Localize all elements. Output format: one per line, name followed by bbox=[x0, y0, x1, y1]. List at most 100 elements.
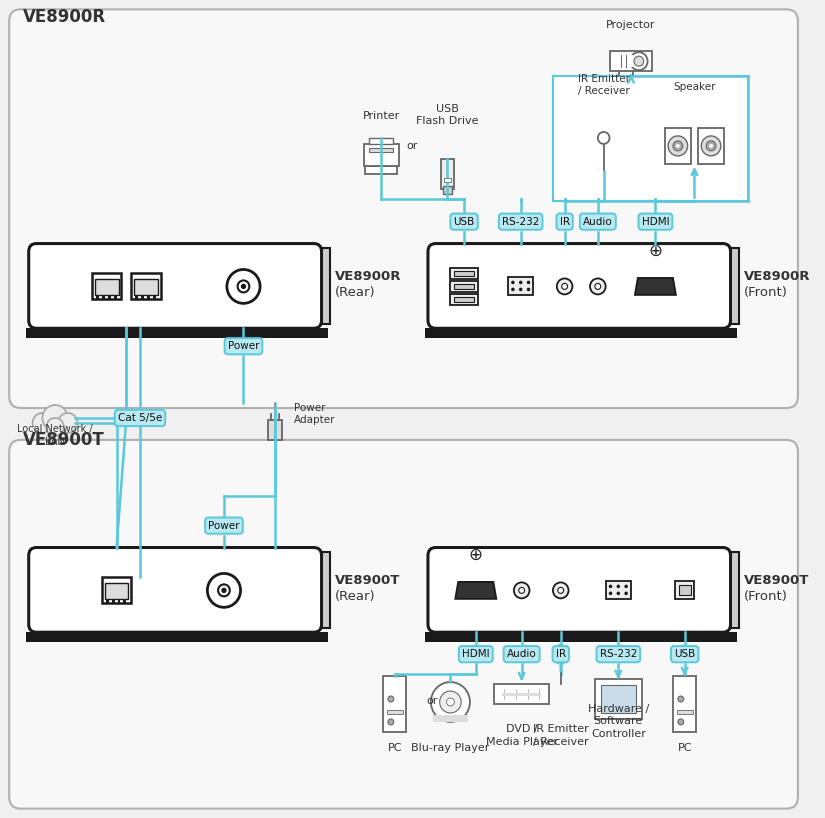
Bar bbox=[387, 710, 403, 714]
Text: DVD /
Media Player: DVD / Media Player bbox=[486, 725, 558, 747]
Circle shape bbox=[440, 691, 461, 713]
Bar bbox=[26, 328, 328, 338]
Text: or: or bbox=[407, 141, 418, 151]
Bar bbox=[147, 295, 150, 299]
Bar bbox=[383, 676, 407, 732]
Circle shape bbox=[590, 278, 606, 294]
Bar bbox=[502, 693, 541, 696]
Text: (Front): (Front) bbox=[744, 285, 788, 299]
Bar bbox=[553, 76, 748, 200]
Bar bbox=[105, 583, 129, 600]
Circle shape bbox=[634, 56, 644, 66]
Bar bbox=[676, 710, 692, 714]
Text: RS-232: RS-232 bbox=[502, 217, 540, 227]
Circle shape bbox=[512, 281, 515, 284]
Circle shape bbox=[616, 591, 620, 596]
Bar bbox=[114, 295, 116, 299]
Bar bbox=[455, 285, 474, 290]
Bar bbox=[450, 294, 478, 305]
Text: ⊕: ⊕ bbox=[469, 546, 483, 564]
Bar bbox=[370, 138, 393, 144]
Text: IR: IR bbox=[556, 649, 566, 659]
Circle shape bbox=[555, 645, 567, 657]
Bar bbox=[364, 144, 398, 166]
Circle shape bbox=[446, 698, 455, 706]
FancyBboxPatch shape bbox=[9, 440, 798, 809]
Bar bbox=[108, 295, 111, 299]
Text: Audio: Audio bbox=[583, 217, 613, 227]
FancyBboxPatch shape bbox=[428, 244, 731, 328]
Circle shape bbox=[526, 288, 530, 291]
Circle shape bbox=[558, 587, 563, 593]
Circle shape bbox=[673, 141, 683, 151]
Bar bbox=[675, 582, 695, 600]
Circle shape bbox=[431, 682, 470, 722]
Text: IR Emitter
/ Receiver: IR Emitter / Receiver bbox=[533, 725, 588, 747]
Bar bbox=[665, 128, 691, 164]
Circle shape bbox=[512, 288, 515, 291]
Text: Power: Power bbox=[228, 341, 259, 351]
Bar bbox=[442, 186, 452, 194]
Circle shape bbox=[526, 281, 530, 284]
Text: (Rear): (Rear) bbox=[335, 590, 376, 603]
Text: RS-232: RS-232 bbox=[600, 649, 637, 659]
Circle shape bbox=[562, 283, 568, 290]
Circle shape bbox=[609, 585, 612, 588]
Circle shape bbox=[598, 132, 610, 144]
Text: VE8900R: VE8900R bbox=[335, 270, 402, 283]
Bar bbox=[731, 551, 739, 628]
Bar bbox=[111, 600, 115, 604]
Circle shape bbox=[678, 696, 684, 702]
Circle shape bbox=[710, 144, 713, 148]
Circle shape bbox=[42, 405, 68, 431]
Text: Hardware /
Software
Controller: Hardware / Software Controller bbox=[587, 704, 649, 739]
Text: HDMI: HDMI bbox=[462, 649, 489, 659]
Bar bbox=[494, 684, 549, 704]
Text: USB
Flash Drive: USB Flash Drive bbox=[417, 104, 478, 126]
Bar bbox=[673, 676, 696, 732]
Text: Speaker: Speaker bbox=[673, 82, 716, 92]
Circle shape bbox=[553, 582, 568, 598]
FancyBboxPatch shape bbox=[9, 9, 798, 408]
Bar bbox=[322, 551, 330, 628]
Bar bbox=[698, 128, 724, 164]
Bar bbox=[92, 273, 121, 299]
Circle shape bbox=[609, 591, 612, 596]
Circle shape bbox=[557, 278, 573, 294]
Bar bbox=[322, 248, 330, 324]
Circle shape bbox=[388, 719, 394, 725]
FancyBboxPatch shape bbox=[428, 547, 731, 632]
Polygon shape bbox=[635, 278, 676, 294]
Circle shape bbox=[242, 285, 245, 289]
Bar bbox=[26, 632, 328, 642]
Bar bbox=[370, 148, 393, 152]
Circle shape bbox=[668, 136, 687, 156]
Bar bbox=[96, 295, 99, 299]
Bar bbox=[102, 578, 131, 604]
Bar bbox=[595, 679, 642, 719]
Circle shape bbox=[595, 283, 601, 290]
Circle shape bbox=[222, 588, 226, 592]
Bar bbox=[141, 295, 144, 299]
Circle shape bbox=[238, 281, 249, 292]
Bar bbox=[106, 600, 109, 604]
Text: IR Emitter
/ Receiver: IR Emitter / Receiver bbox=[578, 74, 629, 96]
Text: VE8900T: VE8900T bbox=[335, 574, 401, 587]
Text: USB: USB bbox=[674, 649, 695, 659]
Circle shape bbox=[388, 696, 394, 702]
Text: IR: IR bbox=[559, 217, 570, 227]
Text: Projector: Projector bbox=[606, 20, 656, 30]
Bar bbox=[117, 600, 120, 604]
Text: Cat 5/5e: Cat 5/5e bbox=[118, 413, 163, 423]
Polygon shape bbox=[455, 582, 497, 599]
Bar bbox=[102, 295, 105, 299]
Circle shape bbox=[625, 585, 628, 588]
Circle shape bbox=[33, 413, 52, 433]
Circle shape bbox=[616, 585, 620, 588]
Circle shape bbox=[227, 269, 260, 303]
Text: VE8900R: VE8900R bbox=[744, 270, 811, 283]
Bar bbox=[606, 582, 631, 600]
Circle shape bbox=[701, 136, 721, 156]
Text: PC: PC bbox=[388, 743, 402, 753]
Text: HDMI: HDMI bbox=[642, 217, 669, 227]
